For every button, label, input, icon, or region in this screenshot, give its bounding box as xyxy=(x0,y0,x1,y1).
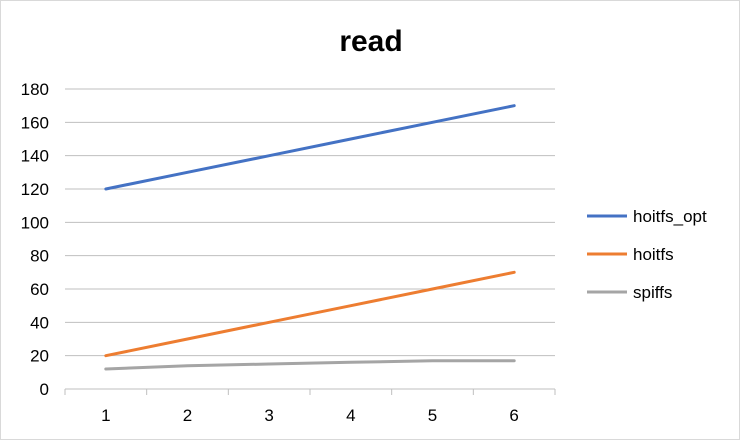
y-tick-label-140: 140 xyxy=(21,147,49,166)
legend-label-spiffs: spiffs xyxy=(633,283,672,302)
x-tick-label-4: 4 xyxy=(346,406,355,425)
y-tick-label-60: 60 xyxy=(30,280,49,299)
legend-label-hoitfs: hoitfs xyxy=(633,245,674,264)
series-line-spiffs xyxy=(104,359,516,371)
series-lines xyxy=(104,104,516,371)
y-tick-label-100: 100 xyxy=(21,213,49,232)
y-tick-label-20: 20 xyxy=(30,347,49,366)
x-tick-label-1: 1 xyxy=(101,406,110,425)
axes xyxy=(64,388,556,395)
x-axis-tick-labels: 1 2 3 4 5 6 xyxy=(101,406,519,425)
gridlines xyxy=(65,88,555,357)
y-axis-tick-labels: 0 20 40 60 80 100 120 140 160 180 xyxy=(21,80,49,399)
y-tick-label-40: 40 xyxy=(30,313,49,332)
x-tick-label-3: 3 xyxy=(264,406,273,425)
y-tick-label-120: 120 xyxy=(21,180,49,199)
x-tick-label-6: 6 xyxy=(509,406,518,425)
y-tick-label-80: 80 xyxy=(30,247,49,266)
series-line-hoitfs xyxy=(104,270,516,358)
chart-title: read xyxy=(339,25,402,58)
x-tick-label-5: 5 xyxy=(428,406,437,425)
y-tick-label-180: 180 xyxy=(21,80,49,99)
y-tick-label-160: 160 xyxy=(21,113,49,132)
x-tick-label-2: 2 xyxy=(183,406,192,425)
legend-label-hoitfs_opt: hoitfs_opt xyxy=(633,207,707,226)
series-line-hoitfs_opt xyxy=(104,104,516,191)
y-tick-label-0: 0 xyxy=(40,380,49,399)
